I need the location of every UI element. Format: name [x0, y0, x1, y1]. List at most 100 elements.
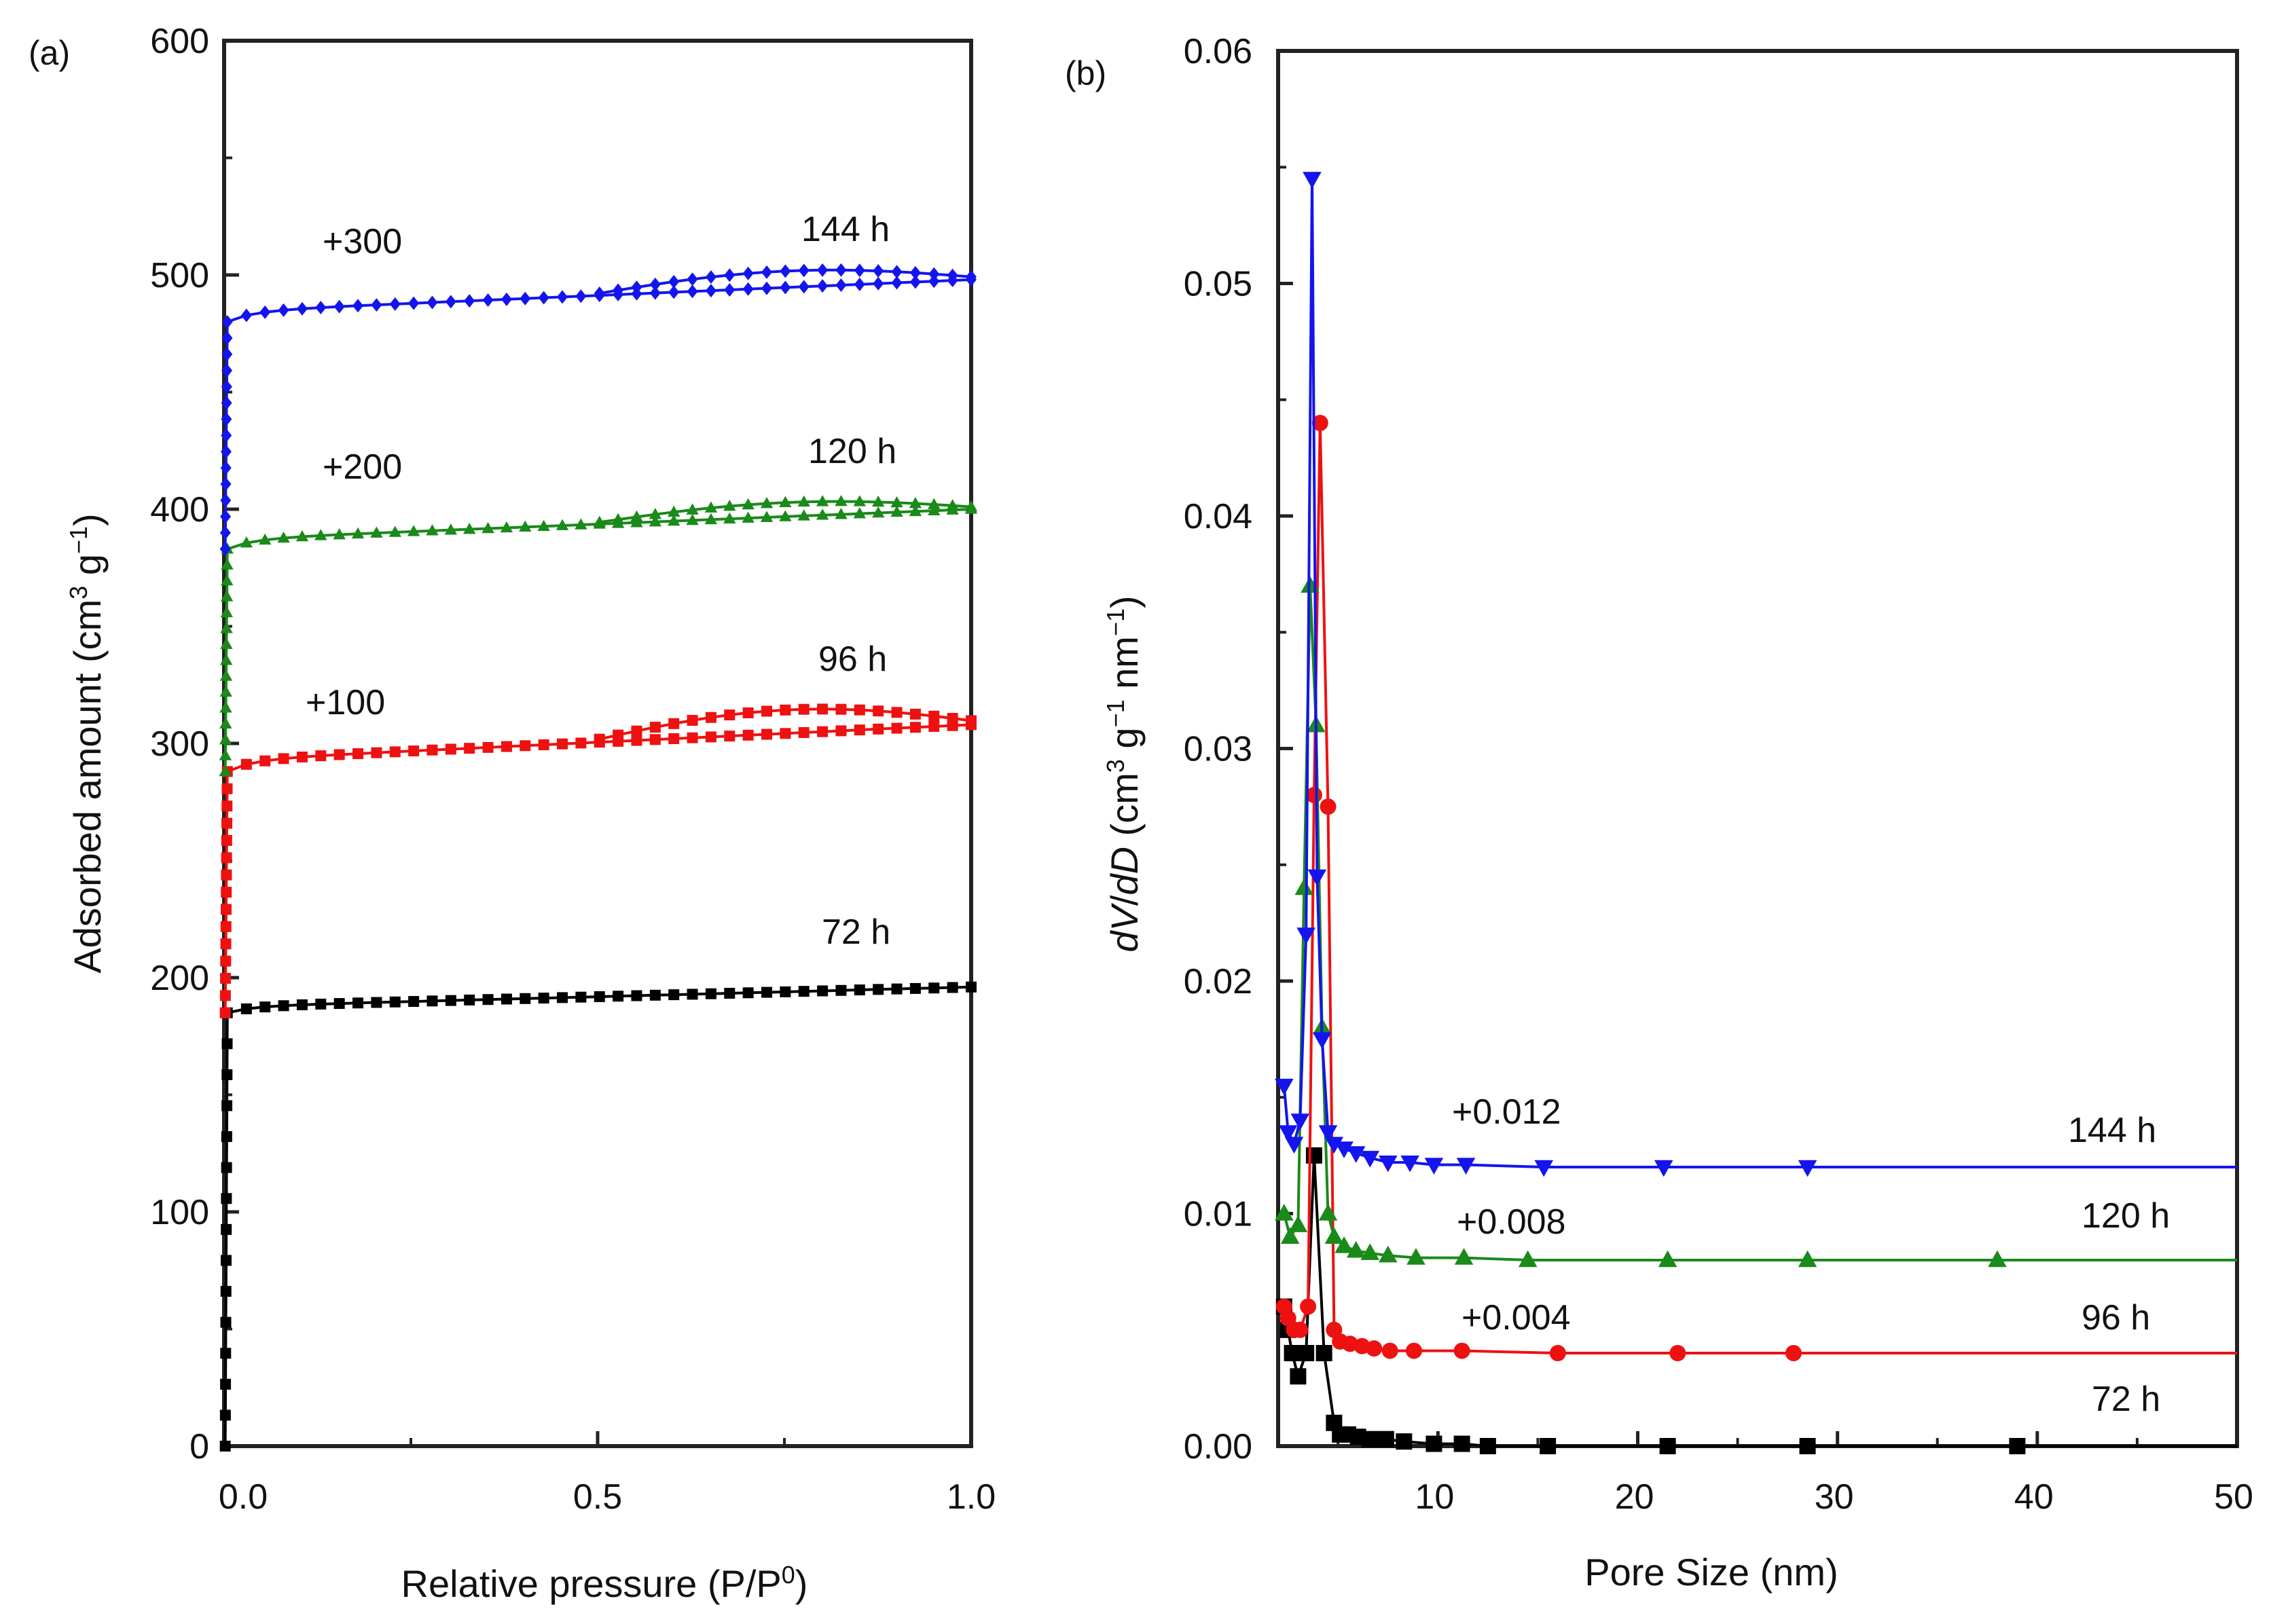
- panel-a-data-point: [928, 710, 940, 722]
- panel-a-data-point: [219, 701, 232, 713]
- panel-b-data-point: [1798, 1160, 1817, 1177]
- panel-a-data-point: [221, 347, 233, 361]
- panel-b-data-point: [1362, 1431, 1379, 1447]
- panel-a-data-point: [221, 558, 234, 570]
- panel-a-x-tick-label: 0.0: [219, 1477, 268, 1517]
- panel-a-x-ticks: 0.0 0.5 1.0: [219, 1431, 996, 1517]
- panel-b-data-point: [1320, 798, 1337, 815]
- panel-a-data-point: [630, 516, 643, 528]
- panel-a-data-point: [219, 990, 231, 1001]
- panel-a-data-point: [668, 514, 680, 526]
- panel-a-offset-annotation: +200: [323, 447, 402, 487]
- panel-a-data-point: [891, 983, 903, 995]
- panel-a-data-point: [687, 284, 698, 299]
- panel-a-data-point: [463, 522, 476, 534]
- panel-a-series: [219, 263, 978, 1452]
- panel-a-data-point: [909, 982, 921, 994]
- panel-a-data-point: [594, 991, 605, 1002]
- panel-a-offset-annotation: +100: [306, 683, 385, 722]
- panel-a-data-point: [221, 428, 232, 443]
- panel-a-data-point: [873, 984, 884, 995]
- panel-b-series-label: 72 h: [2092, 1380, 2160, 1419]
- panel-b-y-ticks: 0.00 0.01 0.02 0.03 0.04 0.05 0.06: [1184, 32, 1293, 1466]
- panel-b-data-point: [1540, 1438, 1557, 1454]
- panel-a-data-point: [724, 282, 735, 297]
- panel-a-data-point: [371, 298, 382, 312]
- panel-a-x-tick-label: 1.0: [947, 1477, 996, 1517]
- panel-a-data-point: [613, 991, 624, 1002]
- panel-a-data-point: [668, 505, 680, 517]
- panel-a-data-point: [575, 518, 587, 530]
- panel-a-data-point: [221, 1223, 232, 1235]
- panel-a-data-point: [482, 741, 494, 753]
- panel-a-data-point: [817, 279, 829, 293]
- panel-a-data-point: [575, 737, 587, 749]
- panel-a-data-point: [278, 753, 289, 764]
- panel-b-y-tick-label: 0.06: [1184, 32, 1252, 71]
- panel-a-data-point: [352, 748, 364, 760]
- panel-b-series-line: [1282, 179, 2237, 1168]
- panel-a-adsorption-line: [223, 985, 972, 1447]
- panel-a-data-point: [277, 531, 290, 543]
- panel-b-data-point: [1377, 1431, 1394, 1447]
- panel-a-data-point: [909, 504, 922, 517]
- panel-a-data-point: [314, 529, 327, 540]
- panel-a-data-point: [724, 268, 735, 282]
- panel-a-data-point: [371, 997, 382, 1008]
- panel-b-data-point: [1294, 878, 1314, 896]
- panel-a-data-point: [724, 988, 735, 999]
- panel-a-data-point: [871, 506, 885, 518]
- panel-a-data-point: [704, 501, 718, 513]
- panel-a-data-point: [742, 266, 754, 280]
- panel-a-series-72-h: [219, 981, 977, 1452]
- panel-a-data-point: [464, 994, 475, 1005]
- panel-a-y-tick-label: 600: [150, 22, 209, 61]
- panel-b-data-point: [1298, 1345, 1315, 1361]
- panel-a-data-point: [594, 286, 605, 300]
- panel-a-data-point: [240, 758, 252, 770]
- panel-b-x-axis-title: Pore Size (nm): [1584, 1551, 1838, 1593]
- panel-a-data-point: [798, 280, 810, 294]
- panel-a-data-point: [891, 722, 903, 734]
- panel-b-data-point: [1360, 1151, 1380, 1168]
- panel-b-series-label: 96 h: [2082, 1298, 2150, 1337]
- panel-a-data-point: [742, 987, 754, 999]
- panel-a-data-point: [723, 512, 736, 524]
- panel-b-offset-annotation: +0.008: [1457, 1202, 1566, 1242]
- panel-a-data-point: [668, 285, 680, 299]
- panel-b-data-point: [1275, 1078, 1294, 1096]
- panel-a-data-point: [798, 263, 810, 278]
- panel-b-y-tick-label: 0.04: [1184, 497, 1252, 536]
- panel-b-data-point: [1296, 927, 1315, 944]
- panel-a-data-point: [779, 510, 792, 521]
- panel-a-data-point: [966, 715, 977, 726]
- panel-a-data-point: [351, 527, 365, 539]
- panel-a-data-point: [219, 525, 231, 540]
- panel-a-data-point: [240, 536, 253, 548]
- panel-a-data-point: [817, 985, 829, 997]
- panel-a-data-point: [817, 263, 829, 277]
- panel-a-data-point: [966, 981, 977, 993]
- panel-a-data-point: [873, 264, 884, 278]
- panel-a-data-point: [909, 497, 922, 509]
- panel-a-data-point: [520, 740, 531, 752]
- panel-a-data-point: [557, 992, 568, 1003]
- panel-a-data-point: [221, 1131, 232, 1143]
- panel-a-data-point: [221, 800, 233, 812]
- panel-a-data-point: [221, 1193, 232, 1204]
- panel-b-data-point: [1288, 1215, 1308, 1232]
- panel-a-data-point: [687, 715, 698, 726]
- panel-a-data-point: [221, 363, 233, 377]
- panel-a-data-point: [854, 263, 865, 278]
- panel-a-data-point: [221, 315, 233, 329]
- panel-a-data-point: [221, 783, 233, 794]
- panel-a-data-point: [221, 574, 234, 586]
- panel-a-data-point: [909, 722, 921, 733]
- panel-a-data-point: [686, 513, 699, 525]
- panel-a-data-point: [352, 299, 364, 313]
- panel-a-data-point: [221, 817, 233, 829]
- panel-b-data-point: [1318, 1125, 1338, 1143]
- panel-b-data-point: [1284, 1137, 1304, 1154]
- panel-b-data-point: [1303, 172, 1322, 189]
- panel-a-data-point: [220, 461, 232, 475]
